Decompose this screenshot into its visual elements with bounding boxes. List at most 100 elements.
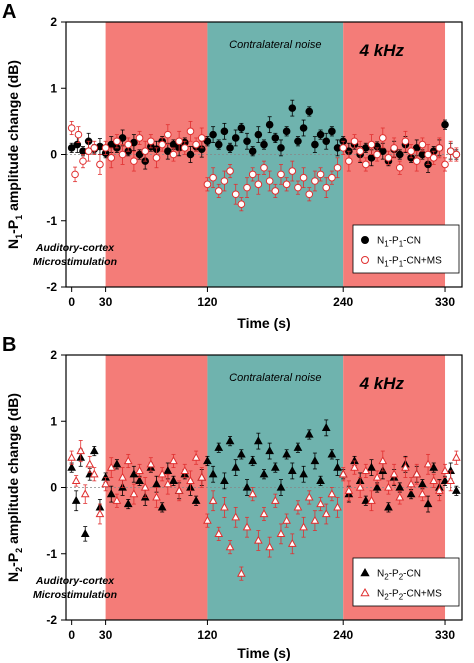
data-point [384, 502, 393, 511]
data-point [152, 479, 161, 488]
data-point [118, 472, 127, 481]
y-tick-label: 1 [50, 81, 57, 95]
data-point [214, 187, 223, 195]
annotation-line-2: Microstimulation [33, 256, 117, 268]
data-point [174, 485, 184, 494]
data-point [181, 144, 189, 152]
data-point [322, 137, 331, 146]
data-point [237, 449, 246, 458]
data-point [328, 173, 336, 182]
data-point [265, 177, 274, 185]
data-point [395, 482, 405, 491]
legend: N1-P1-CN N1-P1-CN+MS [352, 224, 460, 274]
annotation-line-2: Microstimulation [33, 589, 117, 601]
data-point [406, 489, 416, 498]
legend-marker [361, 256, 369, 264]
data-point [271, 134, 280, 142]
x-tick-label: 120 [197, 628, 217, 642]
panel-label: B [2, 334, 16, 356]
legend: N2-P2-CN N2-P2-CN+MS [352, 557, 460, 607]
frequency-label: 4 kHz [359, 374, 405, 393]
data-point [362, 144, 370, 152]
y-tick-label: 0 [50, 481, 57, 495]
data-point [89, 446, 99, 455]
data-point [441, 160, 449, 169]
data-point [191, 495, 201, 504]
data-point [333, 163, 342, 172]
y-axis-label: N1-P1 amplitude change (dB) [5, 60, 24, 249]
data-point [253, 436, 263, 445]
data-point [361, 495, 371, 504]
data-point [135, 466, 144, 475]
data-point [412, 469, 422, 478]
data-point [299, 173, 308, 182]
y-tick-label: -2 [46, 280, 57, 294]
data-point [123, 456, 133, 465]
data-point [355, 482, 365, 491]
data-point [259, 469, 269, 478]
data-point [328, 127, 336, 136]
data-point [254, 130, 263, 139]
data-point [214, 442, 224, 451]
data-point [197, 134, 206, 142]
data-point [350, 462, 359, 471]
legend-marker [361, 236, 369, 244]
data-point [265, 446, 275, 455]
data-point [401, 462, 410, 471]
data-point [452, 150, 461, 159]
data-point [277, 144, 285, 152]
data-point [237, 124, 246, 132]
data-point [322, 183, 331, 192]
data-point [395, 163, 404, 172]
data-point [271, 187, 280, 195]
data-point [220, 476, 229, 484]
data-point [435, 485, 444, 494]
data-point [361, 466, 371, 475]
data-point [147, 137, 155, 146]
data-point [265, 120, 274, 129]
data-point [311, 177, 319, 185]
data-point [389, 469, 399, 478]
data-point [407, 147, 415, 155]
data-point [89, 469, 99, 478]
data-point [367, 462, 376, 471]
annotation-line-1: Auditory-cortex [35, 575, 115, 587]
data-point [424, 150, 432, 159]
data-point [316, 170, 325, 179]
x-tick-label: 240 [333, 628, 353, 642]
data-point [80, 489, 90, 498]
data-point [220, 127, 229, 136]
data-point [242, 482, 252, 491]
data-point [231, 190, 240, 199]
data-point [214, 529, 224, 537]
legend-marker [360, 567, 370, 577]
y-tick-label: 2 [50, 15, 57, 29]
data-point [118, 134, 127, 142]
data-point [71, 476, 81, 484]
data-point [237, 200, 246, 208]
data-point [260, 140, 268, 149]
data-point [299, 124, 308, 132]
data-point [321, 423, 331, 431]
data-point [338, 469, 348, 478]
data-point [101, 144, 110, 152]
data-point [435, 144, 444, 152]
data-point [372, 472, 382, 481]
data-point [242, 522, 252, 531]
x-tick-label: 30 [99, 628, 113, 642]
data-point [423, 459, 433, 468]
data-point [248, 489, 258, 498]
data-point [163, 466, 173, 475]
data-point [209, 130, 217, 139]
data-point [288, 167, 297, 175]
data-point [71, 495, 81, 504]
data-point [209, 173, 217, 182]
data-point [67, 144, 76, 152]
y-tick-label: 1 [50, 414, 57, 428]
data-point [287, 538, 297, 547]
data-point [384, 482, 393, 491]
legend-box [352, 557, 460, 607]
series-ms [67, 120, 461, 212]
data-point [163, 479, 173, 488]
data-point [107, 154, 116, 162]
